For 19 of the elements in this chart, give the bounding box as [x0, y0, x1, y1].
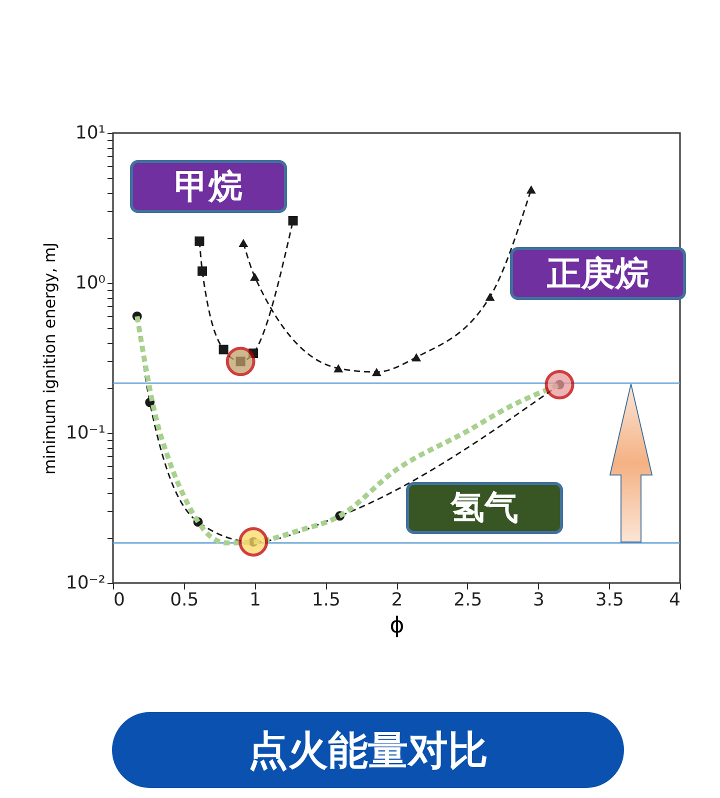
text: 点火能量对比	[112, 712, 624, 788]
x-tick-label: 4	[669, 590, 680, 610]
x-tick-label: 3.5	[595, 590, 624, 610]
x-tick-label: 3	[533, 590, 544, 610]
x-tick-label: 2.5	[454, 590, 482, 610]
series-label: 甲烷	[130, 160, 287, 213]
series-label: 正庚烷	[510, 247, 686, 300]
y-tick-label: 10⁻²	[66, 572, 106, 594]
y-tick-label: 10⁰	[75, 272, 106, 294]
y-tick-label: 10⁻¹	[66, 422, 106, 444]
x-axis-title: ϕ	[390, 614, 404, 638]
x-tick-label: 1	[250, 590, 261, 610]
x-tick-label: 1.5	[312, 590, 340, 610]
x-tick-label: 0.5	[170, 590, 199, 610]
y-axis-title: minimum ignition energy, mJ	[40, 242, 59, 475]
x-tick-label: 2	[391, 590, 403, 610]
x-tick-label: 0	[114, 590, 125, 610]
series-label: 氢气	[406, 482, 563, 534]
y-tick-label: 10¹	[75, 122, 106, 144]
